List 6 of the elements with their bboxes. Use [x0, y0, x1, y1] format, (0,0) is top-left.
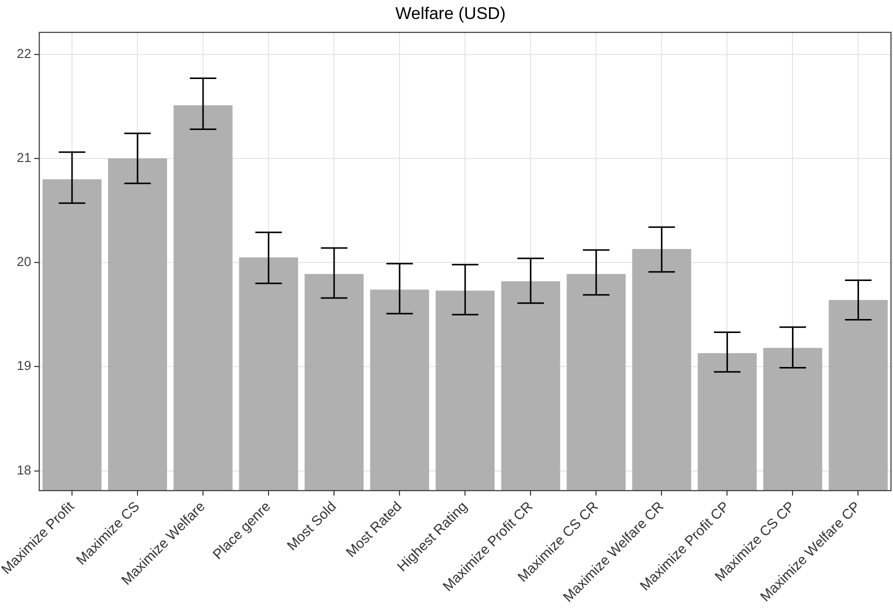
chart-title: Welfare (USD)	[395, 4, 506, 23]
y-tick-label: 21	[16, 150, 32, 165]
y-tick-label: 20	[16, 254, 32, 270]
y-tick-label: 22	[16, 46, 32, 61]
y-tick-label: 19	[16, 358, 32, 374]
y-tick-label: 18	[16, 462, 32, 478]
